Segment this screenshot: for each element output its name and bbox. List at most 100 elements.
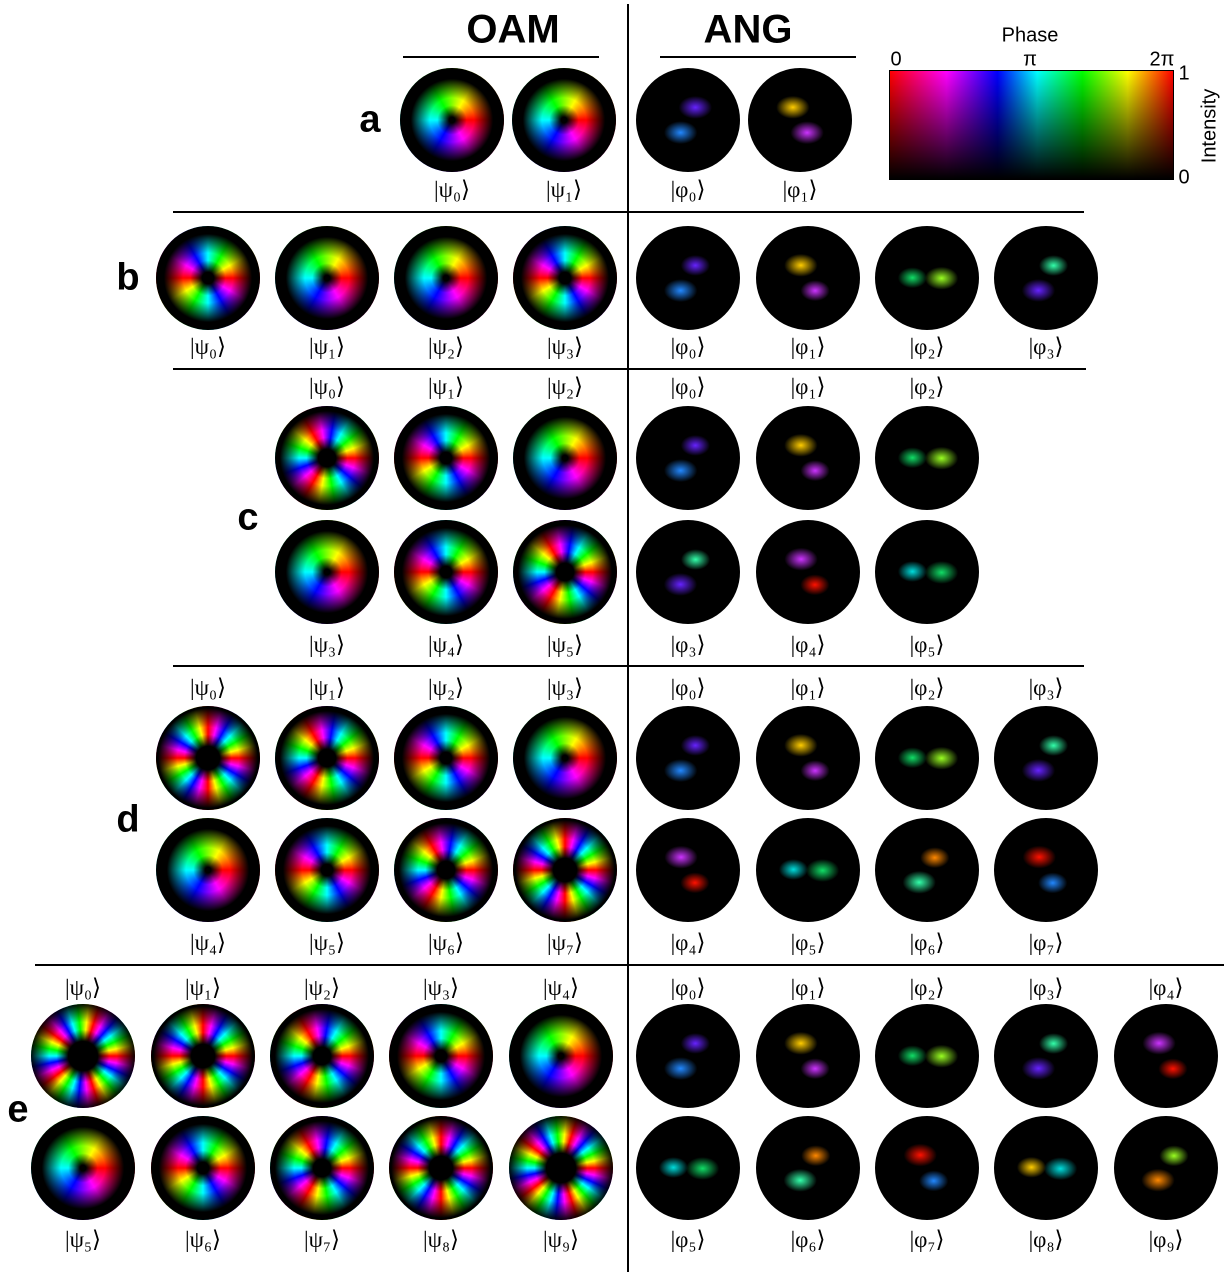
oam-mode (156, 706, 260, 810)
ang-ket: |φ₃⟩ (1029, 675, 1064, 701)
oam-mode (394, 706, 498, 810)
mode-shade (275, 818, 379, 922)
ang-mode (756, 520, 860, 624)
ang-mode (875, 520, 979, 624)
mode-shade (513, 520, 617, 624)
oam-mode (513, 818, 617, 922)
panel-label: a (359, 99, 380, 142)
ang-ket: |φ₃⟩ (671, 632, 706, 658)
mode-shade (389, 1116, 493, 1220)
mode-shade (151, 1116, 255, 1220)
oam-mode (270, 1116, 374, 1220)
ang-mode (756, 226, 860, 330)
oam-mode (400, 68, 504, 172)
mode-shade (513, 406, 617, 510)
ang-mode (875, 226, 979, 330)
oam-mode (270, 1004, 374, 1108)
oam-mode (275, 520, 379, 624)
oam-ket: |ψ₄⟩ (543, 975, 579, 1001)
ang-mode (994, 1004, 1098, 1108)
ang-ket: |φ₆⟩ (791, 1227, 826, 1253)
ang-mode (1114, 1116, 1218, 1220)
mode-shade (270, 1004, 374, 1108)
ang-mode (1114, 1004, 1218, 1108)
ang-ket: |φ₁⟩ (783, 177, 818, 203)
oam-ket: |ψ₂⟩ (428, 675, 464, 701)
ang-mode (756, 706, 860, 810)
ang-mode (756, 1004, 860, 1108)
ang-mode (636, 406, 740, 510)
ang-ket: |φ₃⟩ (1029, 975, 1064, 1001)
oam-ket: |ψ₅⟩ (65, 1227, 101, 1253)
mode-shade (394, 706, 498, 810)
oam-mode (151, 1116, 255, 1220)
mode-shade (275, 226, 379, 330)
panel-label: d (116, 799, 139, 842)
ang-mode (636, 706, 740, 810)
ang-ket: |φ₇⟩ (1029, 930, 1064, 956)
oam-ket: |ψ₈⟩ (423, 1227, 459, 1253)
intensity-tick: 0 (1178, 167, 1189, 190)
oam-mode (513, 406, 617, 510)
mode-shade (275, 406, 379, 510)
oam-ket: |ψ₃⟩ (547, 334, 583, 360)
ang-ket: |φ₂⟩ (910, 975, 945, 1001)
ang-ket: |φ₁⟩ (791, 374, 826, 400)
oam-ket: |ψ₃⟩ (309, 632, 345, 658)
mode-shade (275, 520, 379, 624)
oam-ket: |ψ₁⟩ (546, 177, 582, 203)
ang-mode (875, 706, 979, 810)
ang-ket: |φ₂⟩ (910, 334, 945, 360)
ang-ket: |φ₈⟩ (1029, 1227, 1064, 1253)
mode-shade (156, 706, 260, 810)
mode-shade (394, 520, 498, 624)
oam-ket: |ψ₀⟩ (190, 334, 226, 360)
mode-shade (512, 68, 616, 172)
oam-ket: |ψ₀⟩ (434, 177, 470, 203)
mode-shade (513, 818, 617, 922)
phase-tick: π (1023, 49, 1037, 72)
ang-ket: |φ₅⟩ (791, 930, 826, 956)
ang-ket: |φ₇⟩ (910, 1227, 945, 1253)
oam-mode (275, 818, 379, 922)
ang-ket: |φ₂⟩ (910, 374, 945, 400)
ang-ket: |φ₀⟩ (671, 177, 706, 203)
oam-mode (275, 706, 379, 810)
oam-ket: |ψ₇⟩ (304, 1227, 340, 1253)
mode-shade (31, 1004, 135, 1108)
oam-ket: |ψ₁⟩ (309, 334, 345, 360)
oam-ket: |ψ₁⟩ (185, 975, 221, 1001)
phase-tick: 0 (890, 49, 901, 72)
oam-ket: |ψ₀⟩ (65, 975, 101, 1001)
ang-ket: |φ₀⟩ (671, 675, 706, 701)
oam-mode (512, 68, 616, 172)
separator (173, 665, 1084, 667)
ang-mode (748, 68, 852, 172)
mode-shade (513, 226, 617, 330)
ang-mode (636, 1004, 740, 1108)
mode-shade (513, 706, 617, 810)
oam-mode (31, 1004, 135, 1108)
oam-ket: |ψ₃⟩ (423, 975, 459, 1001)
oam-mode (513, 706, 617, 810)
ang-mode (994, 818, 1098, 922)
panel-label: e (7, 1089, 28, 1132)
ang-mode (994, 226, 1098, 330)
header-underline (403, 56, 599, 58)
ang-mode (875, 406, 979, 510)
ang-ket: |φ₁⟩ (791, 675, 826, 701)
oam-mode (509, 1116, 613, 1220)
mode-shade (400, 68, 504, 172)
oam-mode (509, 1004, 613, 1108)
separator (173, 368, 1086, 370)
oam-mode (389, 1004, 493, 1108)
ang-header: ANG (704, 8, 793, 53)
oam-mode (394, 818, 498, 922)
ang-ket: |φ₃⟩ (1029, 334, 1064, 360)
ang-ket: |φ₄⟩ (791, 632, 826, 658)
oam-mode (156, 226, 260, 330)
ang-mode (636, 1116, 740, 1220)
oam-ket: |ψ₂⟩ (547, 374, 583, 400)
oam-ket: |ψ₄⟩ (428, 632, 464, 658)
panel-label: b (116, 257, 139, 300)
